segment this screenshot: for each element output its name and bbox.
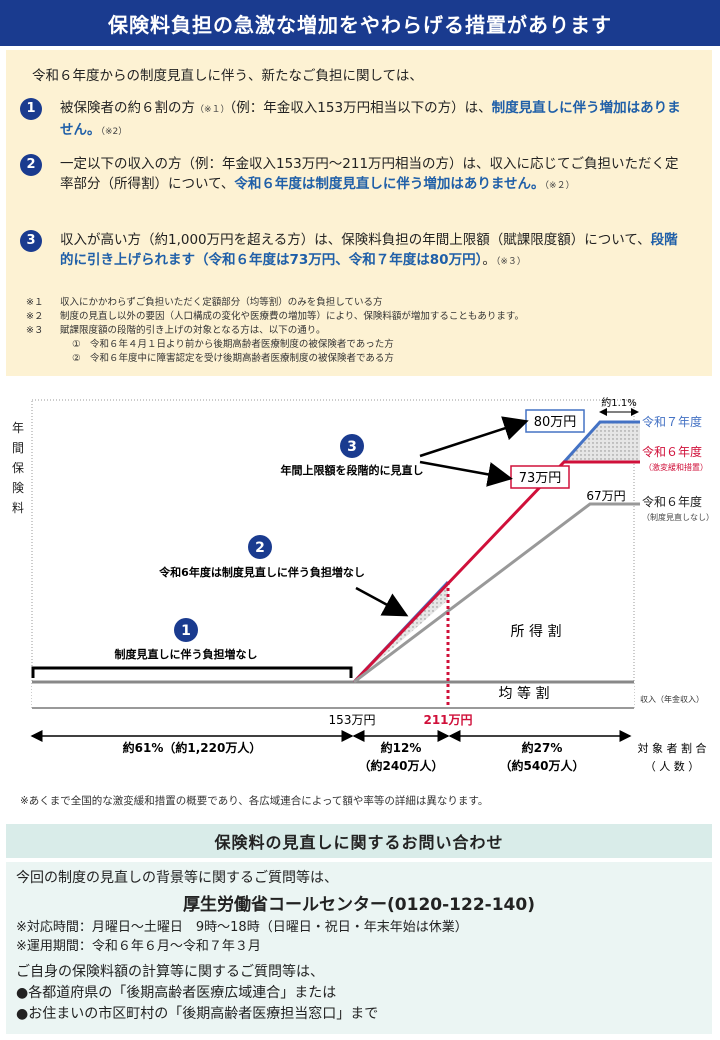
pct-label: 約1.1% [601,396,636,409]
y-axis-label: 年 間 保 険 料 [12,421,24,515]
tick-153: 153万円 [329,713,376,727]
target-ratio-label: 対 象 者 割 合 [638,741,707,755]
legend-r6b: 令和６年度 [642,494,702,509]
item-text: 収入が高い方（約1,000万円を超える方）は、保険料負担の年間上限額（賦課限度額… [60,230,690,272]
footnote-row: ※１ 収入にかかわらずご負担いただく定額部分（均等割）のみを負担している方 [26,296,686,310]
r6-mitigation-line [352,460,640,684]
y-label-char: 間 [12,441,24,455]
footnote-key: ※３ [26,325,44,336]
segment-1-label: 約61%（約1,220万人） [123,740,262,755]
item-text: 一定以下の収入の方（例：年金収入153万円～211万円相当の方）は、収入に応じて… [60,154,690,196]
footnote-key: ※１ [26,297,44,308]
legend-r7: 令和７年度 [642,414,702,429]
item-text-part: （例：年金収入153万円相当以下の方）は、 [229,100,492,116]
footnote-text: 賦課限度額の段階的引き上げの対象となる方は、以下の通り。 [60,325,326,336]
sub-note: ② 令和６年度中に障害認定を受け後期高齢者医療制度の被保険者である方 [72,353,394,364]
item-text-part: 収入が高い方（約1,000万円を超える方）は、保険料負担の年間上限額（賦課限度額… [60,232,651,248]
label-73: 73万円 [519,471,562,486]
kinto-label: 均 等 割 [499,685,550,702]
item-3: 3 収入が高い方（約1,000万円を超える方）は、保険料負担の年間上限額（賦課限… [20,230,690,272]
legend-r6: 令和６年度 [642,444,702,459]
item-2: 2 一定以下の収入の方（例：年金収入153万円～211万円相当の方）は、収入に応… [20,154,690,196]
segment-3-pct: 約27% [522,740,563,755]
footnote-key: ※２ [26,311,44,322]
item-text-part: 一定以下の収入の方（例：年金収入153万円～211万円相当の方）は、収入に応じて… [60,156,679,192]
kinto-band [32,682,634,708]
callout-3-arrow-top [419,416,529,458]
contact-title: 保険料の見直しに関するお問い合わせ [6,824,712,858]
label-80: 80万円 [534,415,577,430]
item-note-mark: （※2） [100,127,128,137]
y-label-char: 料 [12,501,24,515]
shaded-region-3 [564,422,640,462]
callout-3-text: 年間上限額を段階的に見直し [281,463,424,477]
callout-3-arrow-bottom [419,460,513,487]
call-center-hours: ※対応時間：月曜日～土曜日 9時～18時（日曜日・祝日・年末年始は休業） [16,920,468,935]
callout-2-badge [248,535,272,559]
segment-2-count: （約240万人） [358,758,443,773]
contact-body: 今回の制度の見直しの背景等に関するご質問等は、 厚生労働省コールセンター(012… [6,862,712,1034]
footnote-row: ※３ 賦課限度額の段階的引き上げの対象となる方は、以下の通り。 [26,324,686,338]
callout-1-badge [174,618,198,642]
callout-2-number: 2 [255,540,265,556]
callout-1-bracket [31,666,353,678]
item-note-mark: （※２） [544,181,575,191]
callout-3-badge [340,434,364,458]
callout-3-number: 3 [347,439,357,455]
tick-211: 211万円 [423,713,472,727]
item-text: 被保険者の約６割の方（※１）（例：年金収入153万円相当以下の方）は、制度見直し… [60,98,690,142]
callout-2-arrow [355,586,409,617]
sub-note: ① 令和６年４月１日より前から後期高齢者医療制度の被保険者であった方 [72,339,394,350]
segment-3-count: （約540万人） [499,758,584,773]
item-1: 1 被保険者の約６割の方（※１）（例：年金収入153万円相当以下の方）は、制度見… [20,98,690,142]
item-number-badge: 1 [20,98,42,120]
page-title: 保険料負担の急激な増加をやわらげる措置があります [108,12,612,37]
shotoku-label: 所 得 割 [511,623,562,640]
callout-1-number: 1 [181,623,191,639]
target-count-label: （ 人 数 ） [645,760,700,773]
info-box: 令和６年度からの制度見直しに伴う、新たなご負担に関しては、 1 被保険者の約６割… [6,50,712,376]
chart-footnote: ※あくまで全国的な激変緩和措置の概要であり、各広域連合によって額や率等の詳細は異… [20,794,488,807]
callout-2-text: 令和6年度は制度見直しに伴う負担増なし [158,565,365,579]
contact-bullet: ●お住まいの市区町村の「後期高齢者医療担当窓口」まで [16,1006,379,1022]
call-center-period: ※運用期間：令和６年６月～令和７年３月 [16,939,261,954]
footnote-text: 制度の見直し以外の要因（人口構成の変化や医療費の増加等）により、保険料額が増加す… [60,311,524,322]
footnote-text: 収入にかかわらずご負担いただく定額部分（均等割）のみを負担している方 [60,297,383,308]
item-emphasis: 段階的に引き上げられます（令和６年度は73万円、令和７年度は80万円） [60,232,678,268]
y-label-char: 年 [12,421,24,435]
contact-title-text: 保険料の見直しに関するお問い合わせ [214,833,504,852]
call-center-name: 厚生労働省コールセンター(0120-122-140) [183,895,535,915]
item-number-badge: 2 [20,154,42,176]
callout-1-text: 制度見直しに伴う負担増なし [115,647,258,661]
item-note-mark: （※３） [495,257,526,267]
footnote-row: ※２ 制度の見直し以外の要因（人口構成の変化や医療費の増加等）により、保険料額が増… [26,310,686,324]
legend-r6b-sub: （制度見直しなし） [642,512,714,522]
contact-line2: ご自身の保険料額の計算等に関するご質問等は、 [16,964,324,980]
contact-bullet: ●各都道府県の「後期高齢者医療広域連合」または [16,985,337,1001]
x-axis-label: 収入（年金収入） [640,694,704,704]
plot-frame [31,399,635,709]
r6-no-change-line [353,502,640,684]
item-text-part: 。 [482,252,496,268]
contact-line1: 今回の制度の見直しの背景等に関するご質問等は、 [16,870,338,886]
item-number-badge: 3 [20,230,42,252]
segment-2-pct: 約12% [381,740,422,755]
y-label-char: 保 [12,461,24,475]
page-header: 保険料負担の急激な増加をやわらげる措置があります [0,0,720,46]
intro-text: 令和６年度からの制度見直しに伴う、新たなご負担に関しては、 [32,68,423,84]
item-emphasis: 制度見直しに伴う増加はありません。 [60,100,681,138]
legend-r6-sub: （激変緩和措置） [644,462,708,472]
y-label-char: 険 [12,481,24,495]
r7-line-upper [562,420,640,464]
item-emphasis: 令和６年度は制度見直しに伴う増加はありません。 [234,176,545,192]
footnotes: ※１ 収入にかかわらずご負担いただく定額部分（均等割）のみを負担している方 ※２ 制… [26,296,686,366]
label-67: 67万円 [586,489,625,503]
premium-diagram: 年 間 保 険 料 80万円 73万円 67万円 約1.1% 令和７年度 令和６… [12,396,714,807]
item-text-part: 被保険者の約６割の方 [60,100,195,116]
item-note-mark: （※１） [195,105,230,115]
